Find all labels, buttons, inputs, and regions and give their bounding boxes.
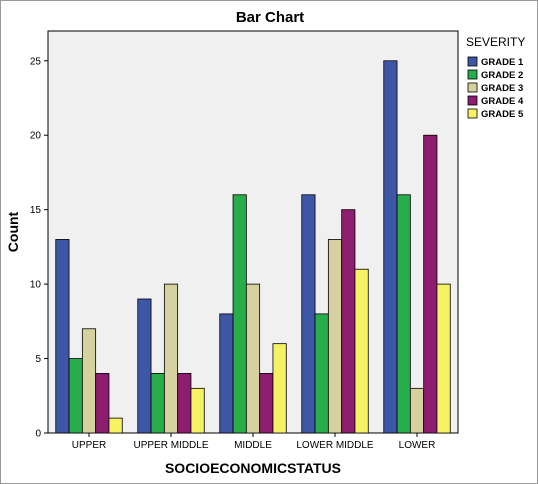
bar-grade-2: [68, 358, 83, 434]
y-tick-label: 20: [30, 131, 42, 142]
bar-grade-3: [81, 328, 97, 434]
bar-grade-1: [137, 298, 152, 434]
bar-grade-2: [150, 373, 165, 434]
bar-grade-5: [354, 268, 369, 434]
legend-swatch: [467, 108, 478, 119]
legend-title: SEVERITY: [466, 35, 525, 49]
x-axis: UPPER UPPER MIDDLE MIDDLE LOWER MIDDLE LOWER: [72, 433, 436, 451]
y-axis-title: Count: [5, 211, 21, 252]
x-tick-label: LOWER MIDDLE: [296, 440, 374, 451]
bar-grade-3: [327, 239, 343, 434]
bar-grade-4: [95, 373, 110, 434]
bar-grade-4: [259, 373, 274, 434]
x-tick-label: UPPER: [72, 440, 106, 451]
bar-grade-5: [190, 387, 205, 434]
bar-grade-3: [245, 283, 261, 434]
bar-grade-5: [436, 283, 451, 434]
legend-label: GRADE 2: [481, 70, 523, 81]
bar-grade-1: [301, 194, 316, 434]
bars-group: [55, 60, 451, 434]
y-axis: 0 5 10 15 20 25: [30, 56, 48, 440]
legend-label: GRADE 5: [481, 109, 524, 120]
bar-grade-3: [409, 387, 425, 434]
y-tick-label: 5: [35, 354, 41, 365]
x-tick-label: LOWER: [399, 440, 436, 451]
bar-grade-1: [55, 239, 70, 434]
y-tick-label: 10: [30, 280, 42, 291]
legend-swatch: [467, 82, 478, 93]
legend-swatch: [467, 95, 478, 106]
x-axis-title: SOCIOECONOMICSTATUS: [165, 460, 341, 476]
bar-grade-1: [383, 60, 398, 434]
bar-grade-4: [177, 373, 192, 434]
bar-grade-2: [232, 194, 247, 434]
bar-grade-5: [272, 343, 287, 434]
bar-grade-5: [108, 417, 123, 434]
y-tick-label: 0: [35, 429, 41, 440]
bar-grade-3: [163, 283, 179, 434]
chart-title: Bar Chart: [236, 9, 304, 26]
bar-grade-4: [423, 134, 438, 434]
legend-label: GRADE 4: [481, 96, 524, 107]
bar-grade-1: [219, 313, 234, 434]
legend-swatch: [467, 56, 478, 67]
legend-swatch: [467, 69, 478, 80]
bar-grade-4: [341, 209, 356, 434]
y-tick-label: 15: [30, 205, 42, 216]
bar-grade-2: [396, 194, 411, 434]
legend-label: GRADE 3: [481, 83, 523, 94]
x-tick-label: UPPER MIDDLE: [133, 440, 208, 451]
y-tick-label: 25: [30, 56, 42, 67]
legend-label: GRADE 1: [481, 57, 524, 68]
legend: SEVERITY GRADE 1 GRADE 2 GRADE 3 GRADE 4 GRA…: [466, 35, 525, 120]
bar-grade-2: [314, 313, 329, 434]
x-tick-label: MIDDLE: [234, 440, 272, 451]
